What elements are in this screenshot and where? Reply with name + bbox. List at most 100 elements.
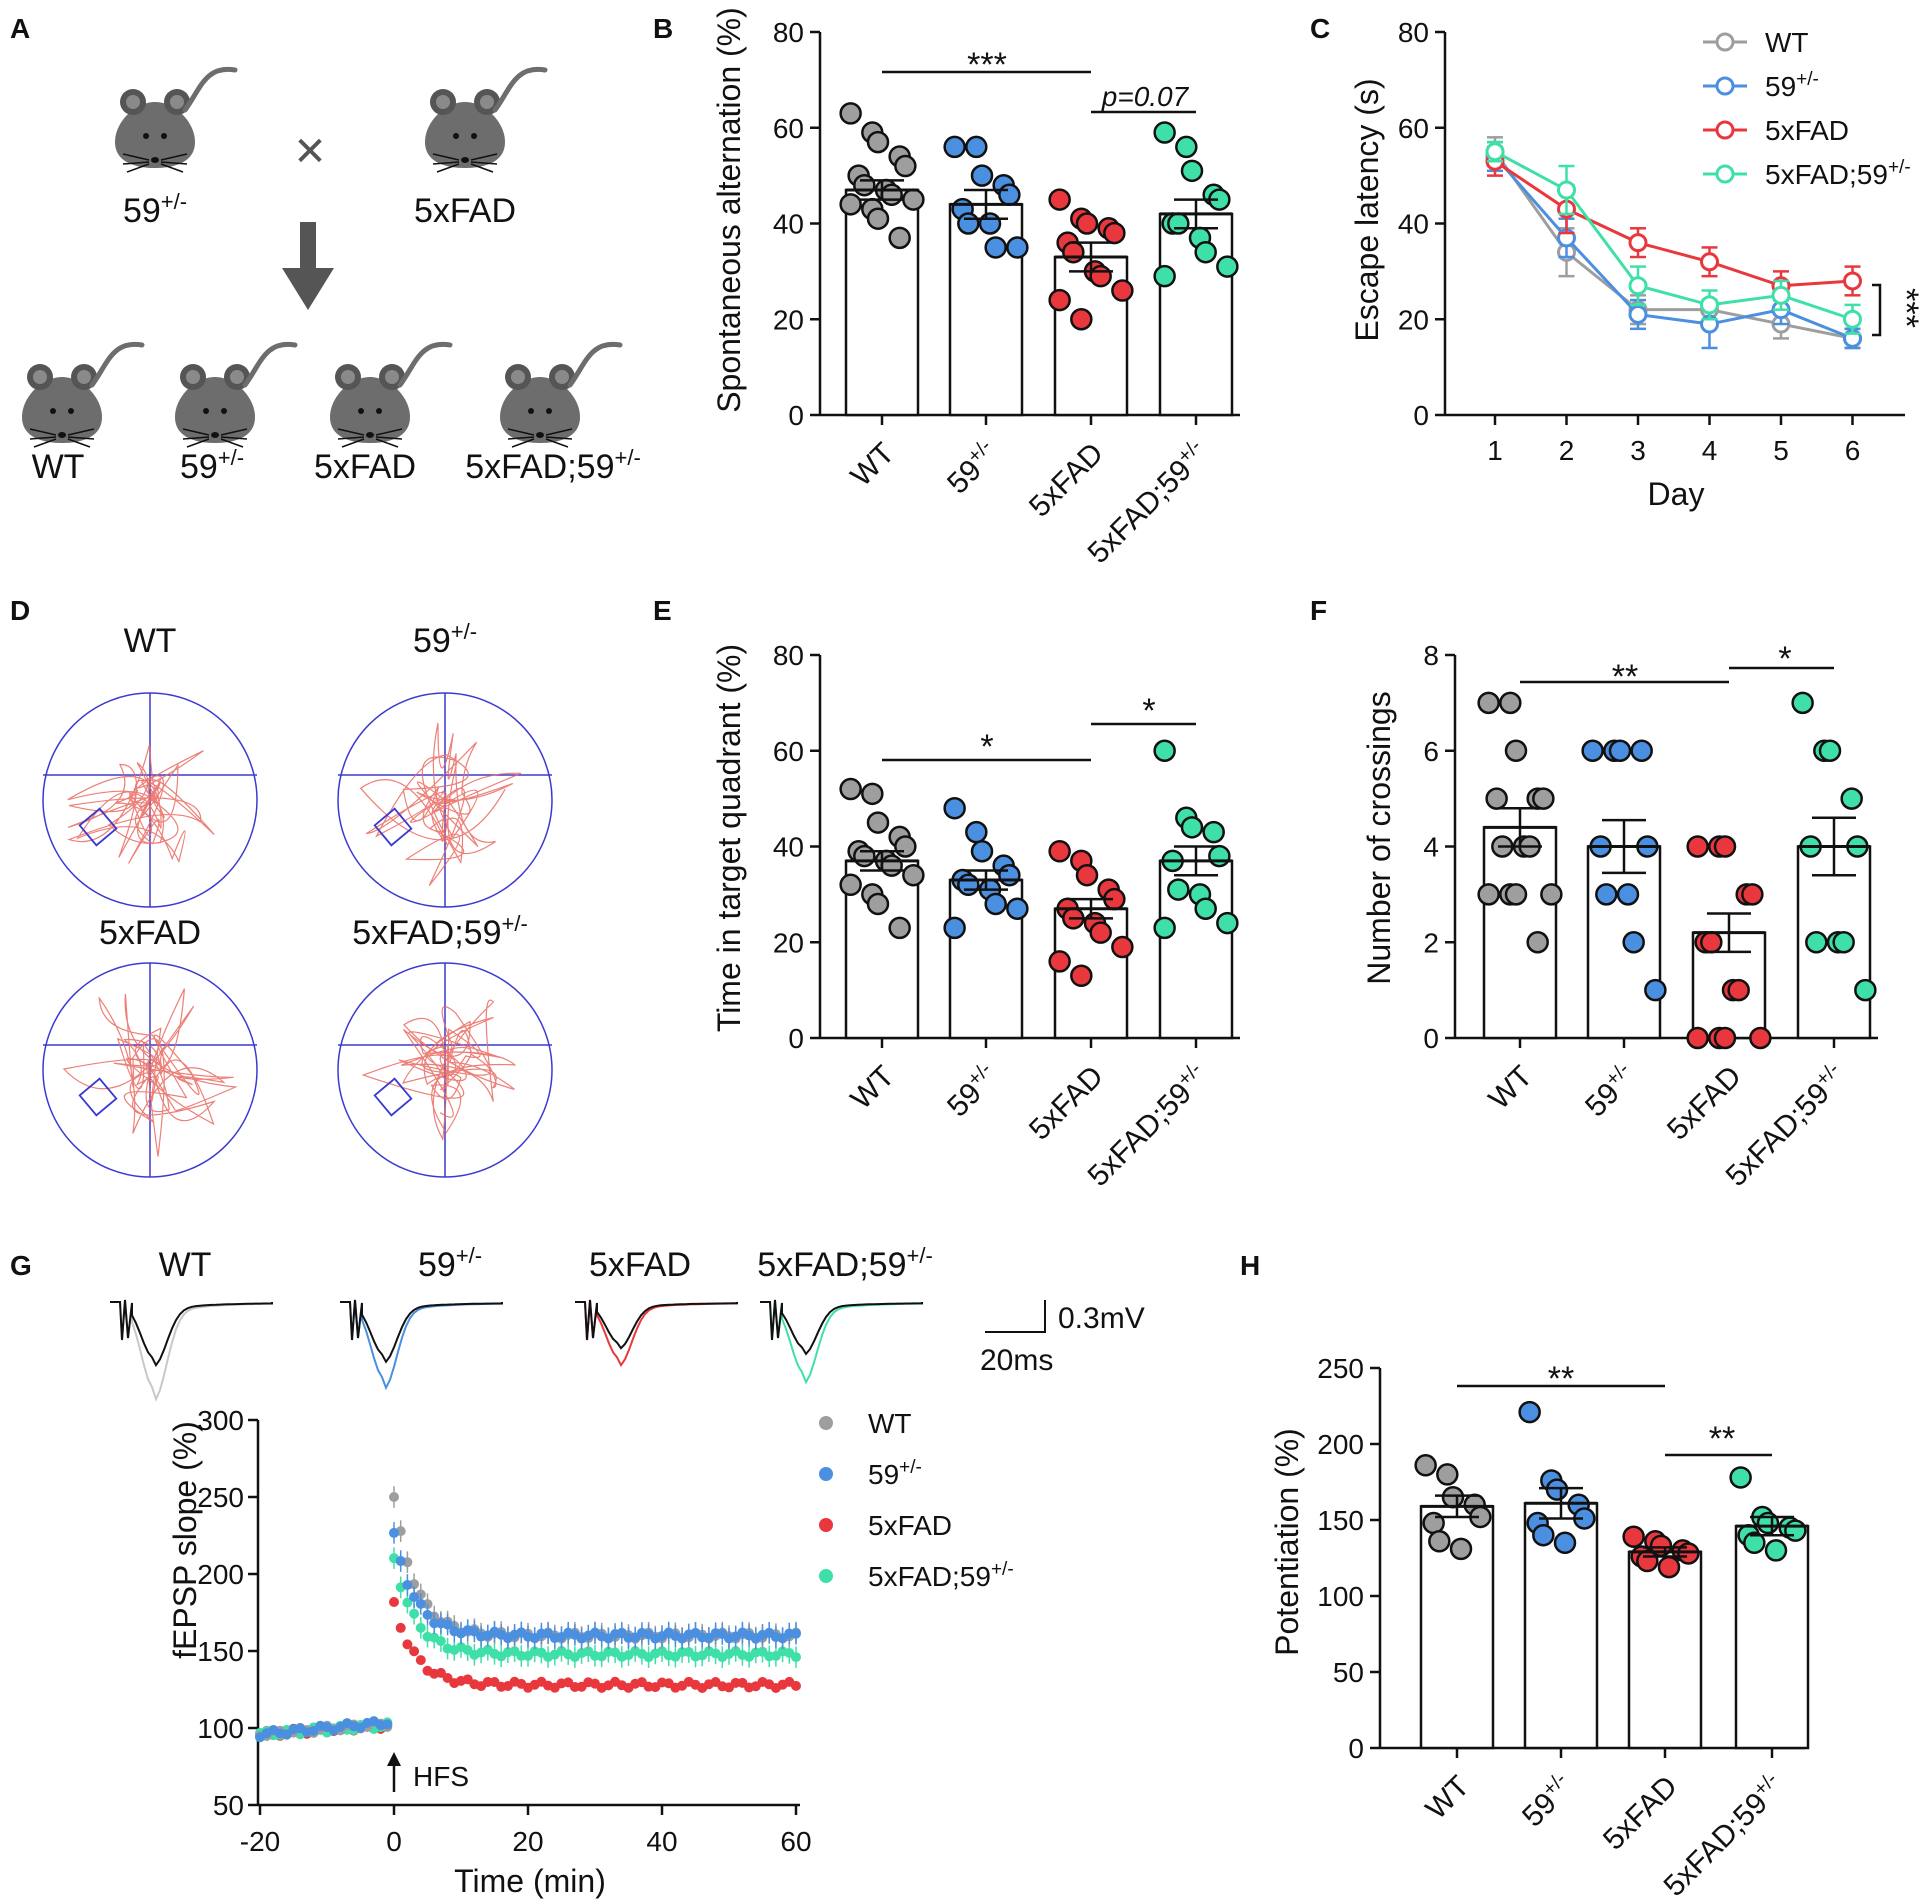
data-point-5xfad-59 (1485, 142, 1505, 162)
data-point-5xfad (1686, 835, 1709, 858)
data-point-5xfad-59 (1194, 897, 1217, 920)
x-tick-label: 5 (1773, 435, 1789, 466)
y-tick-label: 60 (1398, 113, 1429, 144)
y-tick-label: 8 (1423, 640, 1439, 671)
y-tick-label: 150 (197, 1636, 244, 1667)
data-point-59 (791, 1628, 801, 1639)
panel-c-sig: *** (1887, 288, 1921, 328)
data-point-5xfad (1070, 964, 1093, 988)
maze-title-wt: WT (124, 622, 177, 660)
y-tick-label: 4 (1423, 832, 1439, 863)
y-tick-label: 6 (1423, 736, 1439, 767)
panel-h-sig-1: ** (1548, 1360, 1574, 1398)
series-line-5xfad (1494, 160, 1853, 288)
data-point-wt (902, 863, 925, 887)
data-point-59 (943, 916, 966, 940)
data-point-59 (1006, 236, 1029, 259)
data-point-wt (866, 811, 890, 834)
data-point-59 (970, 840, 994, 863)
data-point-59 (943, 796, 966, 820)
panel-b-ylabel: Spontaneous alternation (%) (711, 7, 747, 413)
y-tick-label: 60 (773, 736, 804, 767)
platform-marker (373, 807, 413, 847)
data-point-5xfad-59 (1557, 180, 1576, 200)
hfs-label: HFS (413, 1761, 469, 1792)
maze-title-5xfad-59: 5xFAD;59+/- (352, 911, 528, 952)
panel-c-line-chart: 0 20 40 60 80 1 2 3 4 5 6 WT 59+/- 5xFAD 5xFAD;59+/- (1398, 17, 1911, 466)
data-point-wt (880, 854, 903, 877)
data-point-5xfad (1048, 188, 1071, 211)
data-point-59 (998, 183, 1021, 207)
y-tick-label: 20 (773, 927, 804, 958)
x-tick-label: 40 (646, 1826, 677, 1857)
data-point-5xfad-59 (1216, 255, 1239, 278)
offspring-label-5xfad: 5xFAD (314, 448, 416, 486)
swim-path (361, 999, 517, 1141)
data-point-wt (888, 916, 911, 940)
legend-marker-5xfad-59 (819, 1569, 833, 1583)
data-point-5xfad (1622, 1525, 1645, 1548)
data-point-wt (1532, 787, 1555, 810)
y-tick-label: 300 (197, 1405, 244, 1436)
swim-path (67, 744, 215, 864)
x-tick-label-5xfad: 5xFAD (1023, 437, 1110, 524)
data-point-59 (978, 212, 1002, 235)
data-point-5xfad (1741, 883, 1764, 906)
mouse-icon (22, 344, 142, 447)
trace-title-wt: WT (159, 1246, 212, 1284)
y-tick-label: 80 (773, 640, 804, 671)
panel-g-traces: WT 59+/- 5xFAD 5xFAD;59+/- 0.3mV 20ms (110, 1243, 1145, 1402)
data-point-59 (998, 863, 1021, 887)
legend-marker-5xfad (1715, 120, 1735, 140)
data-point-wt (1477, 691, 1500, 715)
swim-path (62, 988, 238, 1157)
data-point-5xfad-59 (1153, 916, 1176, 940)
offspring-label-5xfad-59: 5xFAD;59+/- (465, 445, 641, 486)
panel-e-sig-1: * (980, 728, 993, 766)
data-point-5xfad (1089, 921, 1112, 944)
data-point-59 (984, 892, 1007, 916)
data-point-wt (1526, 931, 1549, 954)
data-point-5xfad-59 (1153, 264, 1176, 288)
data-point-wt (1449, 1537, 1473, 1561)
x-tick-label-59: 59+/- (1578, 1058, 1643, 1123)
data-point-5xfad (1070, 308, 1093, 331)
hfs-arrowhead-icon (387, 1752, 401, 1766)
x-tick-label: 3 (1630, 435, 1646, 466)
data-point-5xfad (1062, 240, 1085, 264)
trace-post-wt (110, 1299, 273, 1402)
data-point-59 (1518, 1400, 1541, 1424)
data-point-5xfad-59 (1180, 816, 1204, 839)
x-tick-label: 60 (780, 1826, 811, 1857)
trace-post-5xfad (575, 1299, 738, 1368)
y-tick-label: 50 (213, 1790, 244, 1821)
mouse-icon (330, 344, 450, 447)
data-point-5xfad-59 (1628, 276, 1648, 296)
y-tick-label: 60 (773, 113, 804, 144)
panel-e-ylabel: Time in target quadrant (%) (711, 644, 747, 1032)
bar-5xfad (1627, 1550, 1703, 1750)
panel-letter-c: C (1310, 13, 1330, 44)
data-point-5xfad-59 (791, 1652, 801, 1663)
data-point-wt (866, 892, 890, 916)
y-tick-label: 0 (1423, 1023, 1439, 1054)
data-point-59 (442, 1619, 453, 1630)
data-point-5xfad-59 (1175, 135, 1198, 159)
data-point-59 (1553, 1531, 1577, 1555)
down-arrow-icon (282, 222, 334, 310)
x-tick-label: 2 (1559, 435, 1575, 466)
legend-label-59: 59+/- (868, 1457, 922, 1490)
y-tick-label: 0 (1348, 1733, 1364, 1764)
data-point-59 (1630, 739, 1653, 762)
legend-marker-wt (819, 1416, 833, 1430)
data-point-5xfad (1075, 212, 1099, 235)
y-tick-label: 100 (1317, 1581, 1364, 1612)
data-point-5xfad-59 (1843, 309, 1862, 329)
data-point-5xfad-59 (1208, 844, 1231, 868)
data-point-5xfad-59 (1729, 1466, 1752, 1489)
mouse-icon (500, 344, 620, 447)
legend-label-5xfad: 5xFAD (868, 1510, 952, 1541)
offspring-label-59: 59+/- (180, 445, 244, 486)
data-point-5xfad-59 (435, 1636, 446, 1647)
